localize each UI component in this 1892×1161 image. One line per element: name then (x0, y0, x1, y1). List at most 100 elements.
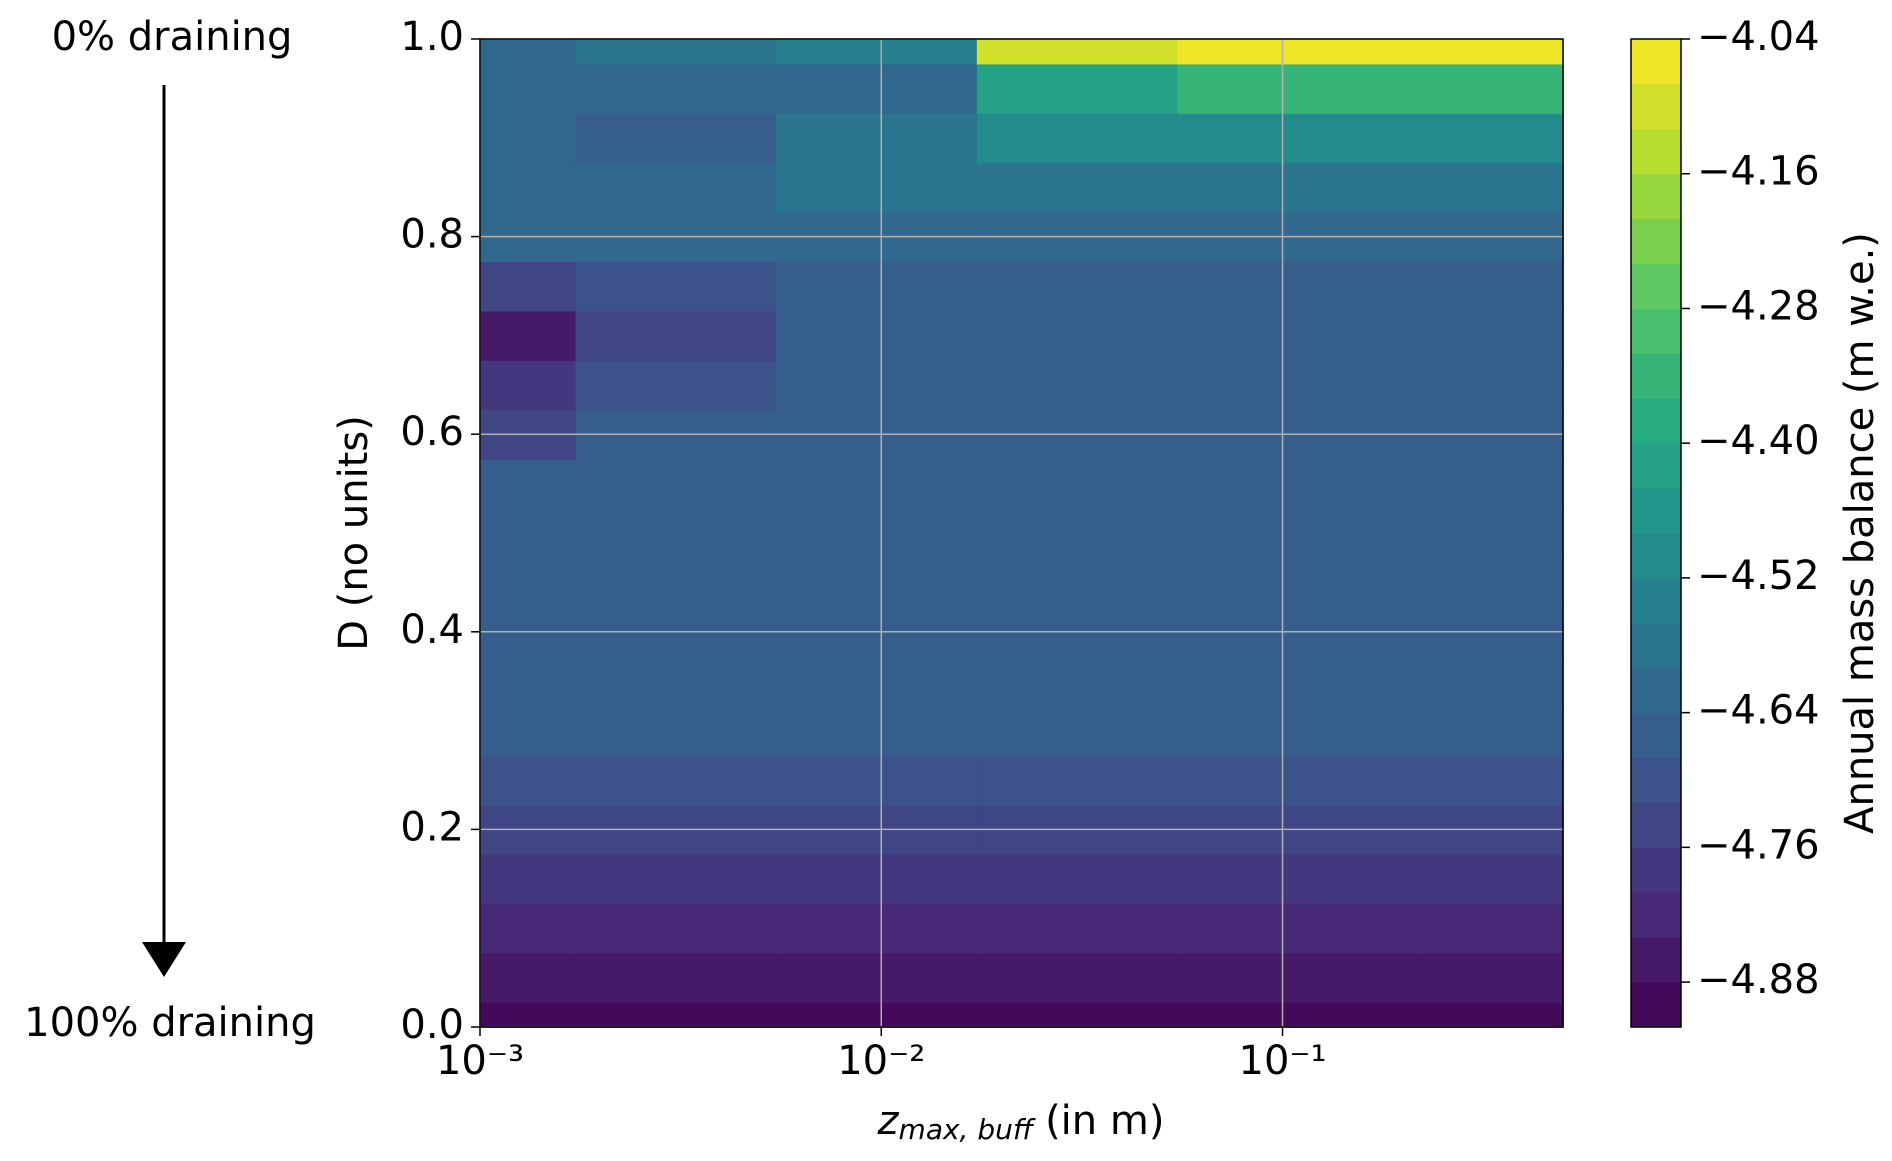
contour-cell (776, 1002, 978, 1028)
contour-cell (776, 458, 978, 510)
contour-cell (479, 656, 577, 707)
colorbar-band (1631, 83, 1681, 130)
contour-cell (1177, 557, 1424, 608)
arrow-head (142, 942, 186, 977)
contour-cell (1422, 508, 1564, 559)
contour-cell (479, 557, 577, 608)
contour-cell (976, 261, 1179, 312)
plot-frame (479, 38, 1564, 1028)
contour-cell (976, 63, 1179, 114)
contour-cell (1177, 162, 1424, 213)
colorbar-band (1631, 622, 1681, 669)
contour-cell (1177, 705, 1424, 757)
contour-cell (575, 38, 778, 65)
contour-cell (976, 952, 1179, 1004)
contour-cell (976, 557, 1179, 608)
contour-cell (1422, 952, 1564, 1004)
colorbar-band (1631, 263, 1681, 309)
contour-cell (1422, 1002, 1564, 1028)
contour-cell (479, 755, 577, 806)
contour-cell (479, 508, 577, 559)
contour-cell (479, 162, 577, 213)
contour-cell (776, 557, 978, 608)
contour-cell (575, 705, 778, 757)
colorbar-frame (1630, 38, 1682, 1028)
colorbar-tick-label: −4.52 (1697, 553, 1820, 599)
annotation-top: 0% draining (52, 14, 293, 60)
contour-cell (575, 952, 778, 1004)
contour-cell (776, 112, 978, 164)
colorbar-band (1631, 218, 1681, 265)
contour-cell (1177, 38, 1424, 65)
contour-cell (1422, 261, 1564, 312)
colorbar-band (1631, 443, 1681, 489)
contour-cell (479, 63, 577, 114)
contour-cell (776, 903, 978, 954)
y-tick-label: 0.8 (400, 212, 464, 258)
contour-cell (976, 310, 1179, 361)
y-tick-label: 1.0 (400, 14, 464, 60)
contour-cell (575, 755, 778, 806)
contour-cell (1422, 63, 1564, 114)
contour-cell (1177, 656, 1424, 707)
contour-cell (1177, 508, 1424, 559)
contour-cell (575, 508, 778, 559)
contour-cell (976, 508, 1179, 559)
contour-cell (1422, 755, 1564, 806)
contour-cell (575, 557, 778, 608)
contour-cell (479, 705, 577, 757)
contour-cell (1422, 853, 1564, 905)
contour-cell (479, 38, 577, 65)
colorbar-tick-label: −4.28 (1697, 283, 1820, 329)
contour-cell (776, 952, 978, 1004)
contour-cell (776, 63, 978, 114)
colorbar-band (1631, 533, 1681, 579)
colorbar-band (1631, 39, 1681, 85)
contour-cell (1177, 112, 1424, 164)
colorbar-band (1631, 892, 1681, 938)
contour-cell (1422, 458, 1564, 510)
contour-cell (1177, 755, 1424, 806)
contour-cell (1422, 38, 1564, 65)
contour-cell (976, 458, 1179, 510)
contour-cell (479, 112, 577, 164)
colorbar-tick-label: −4.04 (1697, 14, 1820, 60)
y-tick-label: 0.6 (400, 409, 464, 455)
contour-cell (575, 853, 778, 905)
contour-cell (575, 63, 778, 114)
contour-cell (976, 38, 1179, 65)
colorbar-band (1631, 488, 1681, 534)
contour-cell (479, 458, 577, 510)
colorbar-tick-label: −4.40 (1697, 418, 1820, 464)
colorbar-tick-label: −4.88 (1697, 957, 1820, 1003)
contour-cell (776, 656, 978, 707)
contour-cell (976, 359, 1179, 411)
contour-cell (1177, 458, 1424, 510)
contour-cell (575, 310, 778, 361)
x-axis-label: zmax, buff (in m) (877, 1098, 1165, 1146)
x-label-unit: (in m) (1045, 1098, 1164, 1144)
contour-cell (1422, 112, 1564, 164)
contour-cell (776, 705, 978, 757)
colorbar-band (1631, 847, 1681, 893)
contour-cell (976, 162, 1179, 213)
contour-cell (776, 508, 978, 559)
contour-cell (776, 261, 978, 312)
contour-cell (575, 903, 778, 954)
x-tick-label: 10⁻¹ (1239, 1038, 1327, 1084)
colorbar-band (1631, 982, 1681, 1028)
contour-cell (976, 1002, 1179, 1028)
colorbar-band (1631, 128, 1681, 175)
y-axis-label: D (no units) (331, 415, 377, 651)
contour-cell (776, 755, 978, 806)
y-tick-label: 0.2 (400, 804, 464, 850)
contour-cell (976, 112, 1179, 164)
x-tick-label: 10⁻² (837, 1038, 925, 1084)
colorbar-band (1631, 308, 1681, 354)
colorbar-tick-label: −4.76 (1697, 822, 1820, 868)
contour-cell (575, 458, 778, 510)
contour-cell (776, 38, 978, 65)
colorbar-tick-label: −4.64 (1697, 688, 1820, 734)
contour-cell (575, 261, 778, 312)
